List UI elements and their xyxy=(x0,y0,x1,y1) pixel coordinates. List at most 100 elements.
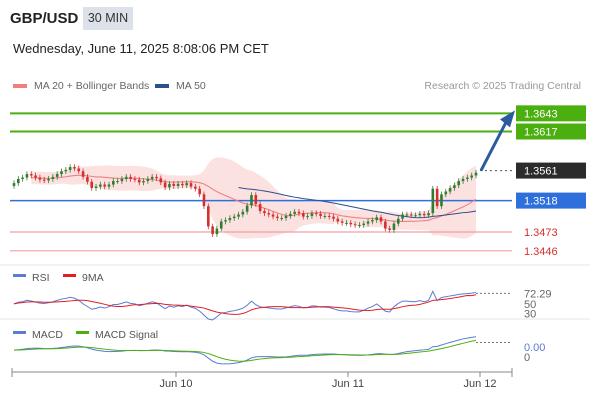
candle xyxy=(409,211,413,219)
candle xyxy=(332,213,335,222)
candle xyxy=(211,223,214,237)
candle xyxy=(444,188,448,198)
candle xyxy=(168,181,171,191)
candle xyxy=(457,178,461,189)
candle xyxy=(51,174,55,182)
candle xyxy=(401,211,404,222)
candle-body xyxy=(64,169,68,172)
candle xyxy=(306,213,309,220)
candle xyxy=(289,211,292,219)
candle-body xyxy=(388,228,391,230)
candle-body xyxy=(103,184,106,187)
bollinger-band xyxy=(31,157,477,239)
ma50-swatch xyxy=(155,84,169,88)
candle-body xyxy=(21,177,24,179)
candle-body xyxy=(219,221,223,229)
timeframe-selector[interactable]: 30 MIN xyxy=(83,7,133,30)
candle-body xyxy=(215,228,219,235)
current-price-box xyxy=(516,162,586,179)
candle xyxy=(392,220,396,233)
rsi-line xyxy=(13,290,477,321)
candle xyxy=(181,181,184,189)
candle xyxy=(340,218,344,226)
candle xyxy=(219,218,223,232)
candle-body xyxy=(224,220,227,222)
candle xyxy=(453,182,456,191)
candle-body xyxy=(396,218,400,224)
candle-body xyxy=(137,179,141,183)
candle xyxy=(103,181,106,190)
candle xyxy=(241,208,245,218)
candle xyxy=(431,185,435,216)
candle-body xyxy=(155,176,158,179)
candle-body xyxy=(358,225,361,227)
candle-body xyxy=(81,171,85,177)
candle xyxy=(349,220,353,228)
candle xyxy=(112,178,115,188)
candle xyxy=(371,217,374,225)
candle xyxy=(254,192,258,207)
candle-body xyxy=(414,215,417,217)
candle-body xyxy=(68,167,72,170)
candle-body xyxy=(466,177,469,179)
candle-body xyxy=(345,222,348,224)
candle xyxy=(258,201,262,214)
rsi-ma-legend-label: 9MA xyxy=(82,272,104,284)
candle xyxy=(263,208,266,216)
candle xyxy=(327,213,331,220)
candle xyxy=(267,210,271,218)
candle-body xyxy=(306,215,309,217)
candle xyxy=(206,203,210,230)
legend-ma50-label: MA 50 xyxy=(176,80,206,92)
candle-body xyxy=(206,206,210,227)
candle xyxy=(90,178,94,191)
candle xyxy=(159,175,163,186)
candle xyxy=(12,180,16,189)
candle xyxy=(375,214,378,223)
candle-body xyxy=(129,176,132,179)
candle-body xyxy=(314,213,318,215)
candle xyxy=(133,176,137,183)
candle-body xyxy=(181,183,184,186)
candle xyxy=(150,174,154,182)
candle xyxy=(470,172,473,181)
candle xyxy=(163,179,167,191)
candle xyxy=(55,171,59,180)
time-axis-label: Jun 12 xyxy=(463,378,496,390)
candle-body xyxy=(99,184,102,187)
candle-body xyxy=(366,221,370,224)
candle-body xyxy=(34,175,37,178)
candle xyxy=(405,211,409,218)
candle-body xyxy=(198,188,201,195)
candle-body xyxy=(332,216,335,219)
macd-line xyxy=(13,336,477,365)
candle-body xyxy=(94,186,98,189)
candle xyxy=(418,211,422,219)
candle-body xyxy=(25,174,29,178)
timestamp: Wednesday, June 11, 2025 8:08:06 PM CET xyxy=(13,41,269,56)
candle-body xyxy=(293,211,296,214)
candle-body xyxy=(116,181,119,183)
time-axis-label: Jun 10 xyxy=(159,378,192,390)
rsi-ma-legend-swatch xyxy=(63,274,76,277)
candle-body xyxy=(172,183,176,186)
rsi-tick-label: 50 xyxy=(524,299,536,311)
candle-body xyxy=(276,216,279,219)
candle-body xyxy=(336,218,340,222)
pivot-label-box xyxy=(516,192,586,209)
candle-body xyxy=(280,218,284,220)
rsi-legend-label: RSI xyxy=(32,272,50,284)
resistance-level-label: 1.3643 xyxy=(524,108,558,120)
candle xyxy=(250,192,253,209)
candle-body xyxy=(444,191,448,195)
candle xyxy=(474,169,478,179)
rsi-legend-swatch xyxy=(13,274,26,277)
candle-body xyxy=(17,178,20,184)
resistance-label-box xyxy=(516,123,586,140)
rsi-tick-label: 30 xyxy=(524,308,536,320)
candle xyxy=(293,208,296,217)
candle-body xyxy=(379,217,383,222)
candle xyxy=(297,208,301,216)
candle xyxy=(301,210,305,220)
candle xyxy=(21,174,24,182)
